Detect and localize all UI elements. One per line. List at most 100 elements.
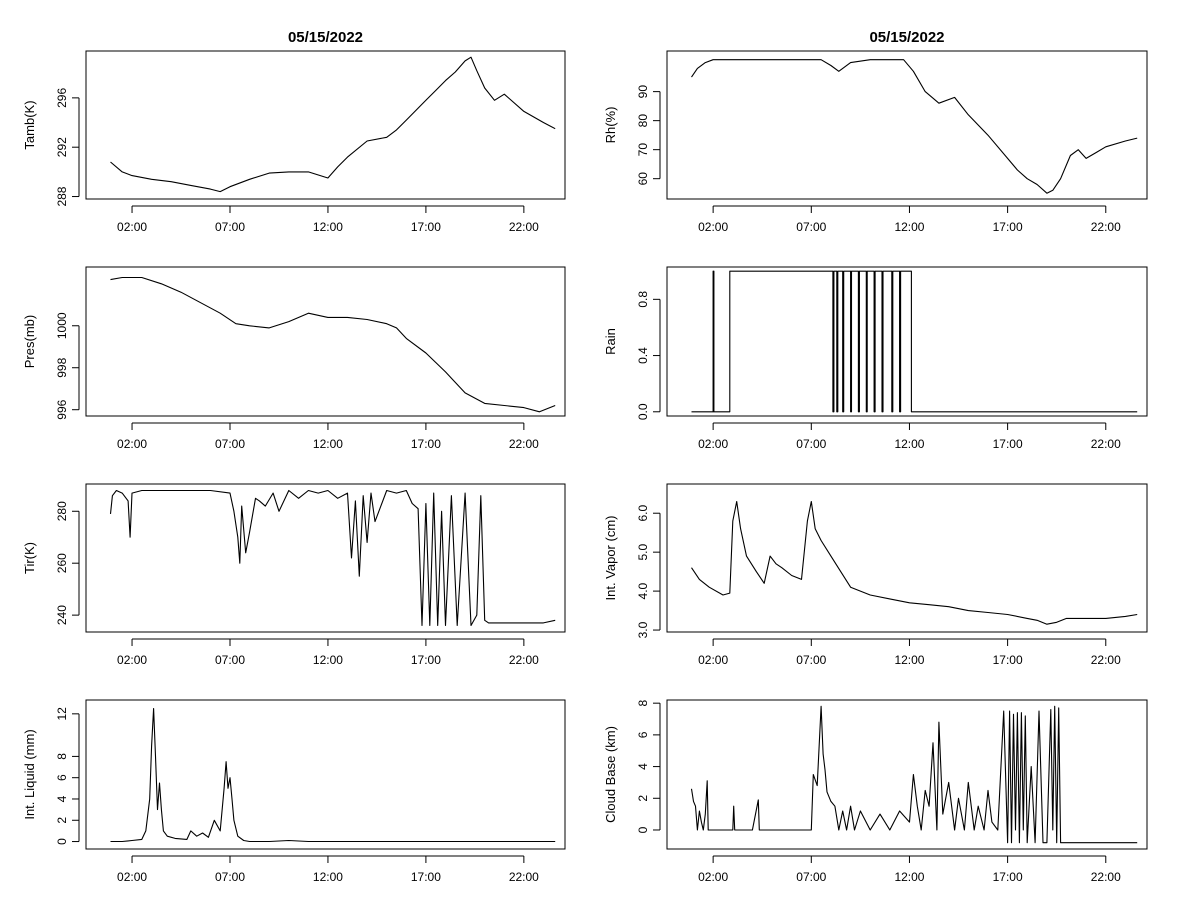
y-tick-label-cloudbase-0: 0 xyxy=(636,826,650,833)
x-tick-label-rh-2: 12:00 xyxy=(894,220,924,234)
plot-frame-tir xyxy=(85,483,566,633)
y-tick-label-rh-3: 90 xyxy=(636,85,650,99)
plot-frame-rain xyxy=(666,266,1148,417)
x-tick-label-rh-0: 02:00 xyxy=(698,220,728,234)
panel-rain: 02:00 07:00 12:00 17:00 22:00 0.0 0.4 0.8 Rain xyxy=(603,266,1148,451)
y-tick-label-pres-2: 1000 xyxy=(55,312,69,339)
x-tick-label-vapor-3: 17:00 xyxy=(993,653,1023,667)
y-axis-label-cloudbase: Cloud Base (km) xyxy=(603,726,618,823)
y-axis-label-rh: Rh(%) xyxy=(603,107,618,144)
x-tick-label-pres-1: 07:00 xyxy=(215,437,245,451)
y-tick-label-rain-2: 0.8 xyxy=(636,291,650,308)
x-tick-label-vapor-2: 12:00 xyxy=(894,653,924,667)
y-tick-label-vapor-2: 5.0 xyxy=(636,543,650,560)
x-tick-label-tir-2: 12:00 xyxy=(313,653,343,667)
x-tick-label-tamb-1: 07:00 xyxy=(215,220,245,234)
y-tick-label-liquid-5: 12 xyxy=(55,707,69,721)
x-tick-label-rain-1: 07:00 xyxy=(796,437,826,451)
x-tick-label-rh-4: 22:00 xyxy=(1091,220,1121,234)
panel-tir: 02:00 07:00 12:00 17:00 22:00 240 260 280 Tir(K) xyxy=(22,483,566,667)
series-line-tamb-0 xyxy=(110,56,556,193)
panel-liquid: 02:00 07:00 12:00 17:00 22:00 0 2 4 6 8 12 Int. Liq… xyxy=(22,699,566,884)
x-tick-label-liquid-2: 12:00 xyxy=(313,870,343,884)
y-tick-label-cloudbase-4: 8 xyxy=(636,700,650,707)
x-tick-label-cloudbase-3: 17:00 xyxy=(993,870,1023,884)
x-tick-label-tamb-4: 22:00 xyxy=(509,220,539,234)
x-tick-label-tamb-3: 17:00 xyxy=(411,220,441,234)
y-tick-label-liquid-1: 2 xyxy=(55,817,69,824)
x-tick-label-liquid-0: 02:00 xyxy=(117,870,147,884)
x-tick-label-liquid-1: 07:00 xyxy=(215,870,245,884)
x-tick-label-pres-3: 17:00 xyxy=(411,437,441,451)
series-line-pres-0 xyxy=(110,276,556,413)
x-tick-label-tir-4: 22:00 xyxy=(509,653,539,667)
y-tick-label-rh-2: 80 xyxy=(636,114,650,128)
x-tick-label-tamb-2: 12:00 xyxy=(313,220,343,234)
x-tick-label-cloudbase-1: 07:00 xyxy=(796,870,826,884)
y-axis-label-liquid: Int. Liquid (mm) xyxy=(22,729,37,819)
x-tick-label-rh-1: 07:00 xyxy=(796,220,826,234)
series-line-tir-0 xyxy=(109,489,556,627)
plot-frame-liquid xyxy=(85,699,566,850)
plot-frame-tamb xyxy=(85,50,566,200)
plot-frame-vapor xyxy=(666,483,1148,633)
x-tick-label-cloudbase-0: 02:00 xyxy=(698,870,728,884)
x-tick-label-tir-0: 02:00 xyxy=(117,653,147,667)
y-tick-label-tamb-2: 296 xyxy=(55,88,69,108)
x-tick-label-rain-2: 12:00 xyxy=(894,437,924,451)
y-axis-label-vapor: Int. Vapor (cm) xyxy=(603,515,618,600)
x-tick-label-rain-4: 22:00 xyxy=(1091,437,1121,451)
y-tick-label-vapor-3: 6.0 xyxy=(636,505,650,522)
series-line-cloudbase-0 xyxy=(690,705,1138,844)
x-tick-label-rh-3: 17:00 xyxy=(993,220,1023,234)
y-axis-label-rain: Rain xyxy=(603,328,618,355)
panel-cloudbase: 02:00 07:00 12:00 17:00 22:00 0 2 4 6 8 Cloud Base… xyxy=(603,699,1148,884)
y-tick-label-rain-0: 0.0 xyxy=(636,403,650,420)
x-tick-label-vapor-0: 02:00 xyxy=(698,653,728,667)
x-tick-label-cloudbase-2: 12:00 xyxy=(894,870,924,884)
x-tick-label-rain-0: 02:00 xyxy=(698,437,728,451)
y-axis-label-pres: Pres(mb) xyxy=(22,315,37,368)
x-tick-label-liquid-4: 22:00 xyxy=(509,870,539,884)
y-tick-label-cloudbase-1: 2 xyxy=(636,795,650,802)
x-tick-label-tir-3: 17:00 xyxy=(411,653,441,667)
series-line-rh-0 xyxy=(691,59,1138,194)
y-tick-label-tamb-0: 288 xyxy=(55,186,69,206)
y-tick-label-tamb-1: 292 xyxy=(55,137,69,157)
y-tick-label-pres-1: 998 xyxy=(55,357,69,377)
y-tick-label-tir-2: 280 xyxy=(55,501,69,521)
chart-title-tamb: 05/15/2022 xyxy=(288,29,363,46)
chart-title-rh: 05/15/2022 xyxy=(869,29,944,46)
y-tick-label-vapor-0: 3.0 xyxy=(636,621,650,638)
panel-rh: 05/15/2022 02:00 07:00 12:00 17:00 22:00 60 70 8… xyxy=(603,29,1148,234)
x-tick-label-pres-0: 02:00 xyxy=(117,437,147,451)
y-axis-label-tir: Tir(K) xyxy=(22,542,37,574)
x-tick-label-pres-4: 22:00 xyxy=(509,437,539,451)
y-tick-label-liquid-2: 4 xyxy=(55,795,69,802)
x-tick-label-tir-1: 07:00 xyxy=(215,653,245,667)
y-tick-label-rh-0: 60 xyxy=(636,172,650,186)
x-tick-label-tamb-0: 02:00 xyxy=(117,220,147,234)
series-line-rain-0 xyxy=(691,270,1138,413)
x-tick-label-cloudbase-4: 22:00 xyxy=(1091,870,1121,884)
y-tick-label-rain-1: 0.4 xyxy=(636,347,650,364)
plot-frame-rh xyxy=(666,50,1148,200)
y-tick-label-liquid-3: 6 xyxy=(55,774,69,781)
panel-vapor: 02:00 07:00 12:00 17:00 22:00 3.0 4.0 5.0 6.0 Int… xyxy=(603,483,1148,667)
y-tick-label-pres-0: 996 xyxy=(55,399,69,419)
x-tick-label-pres-2: 12:00 xyxy=(313,437,343,451)
y-tick-label-tir-1: 260 xyxy=(55,553,69,573)
series-line-vapor-0 xyxy=(691,500,1138,625)
y-tick-label-rh-1: 70 xyxy=(636,143,650,157)
plot-frame-pres xyxy=(85,266,566,417)
y-tick-label-liquid-4: 8 xyxy=(55,753,69,760)
x-tick-label-liquid-3: 17:00 xyxy=(411,870,441,884)
y-tick-label-tir-0: 240 xyxy=(55,605,69,625)
panel-tamb: 05/15/2022 02:00 07:00 12:00 17:00 22:00 288 29… xyxy=(22,29,566,234)
x-tick-label-vapor-4: 22:00 xyxy=(1091,653,1121,667)
plot-frame-cloudbase xyxy=(666,699,1148,850)
x-tick-label-vapor-1: 07:00 xyxy=(796,653,826,667)
y-tick-label-vapor-1: 4.0 xyxy=(636,582,650,599)
